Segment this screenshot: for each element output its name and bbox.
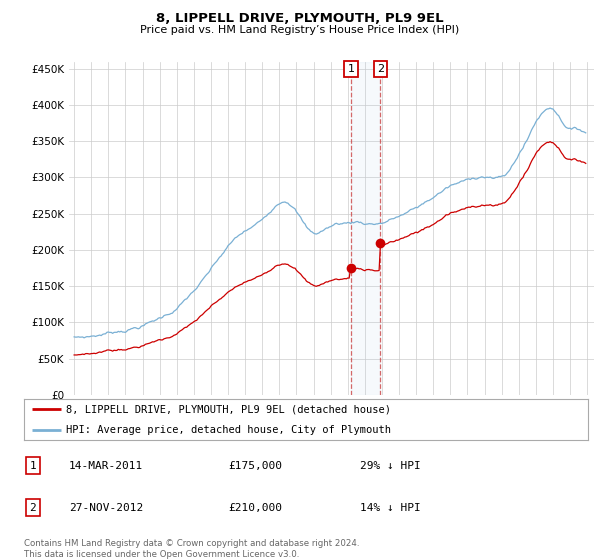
Text: HPI: Average price, detached house, City of Plymouth: HPI: Average price, detached house, City… (66, 424, 391, 435)
Text: 29% ↓ HPI: 29% ↓ HPI (360, 461, 421, 471)
Text: Contains HM Land Registry data © Crown copyright and database right 2024.
This d: Contains HM Land Registry data © Crown c… (24, 539, 359, 559)
Text: 27-NOV-2012: 27-NOV-2012 (69, 503, 143, 513)
Text: £175,000: £175,000 (228, 461, 282, 471)
Text: 14-MAR-2011: 14-MAR-2011 (69, 461, 143, 471)
Bar (351, 62, 380, 395)
Text: 2: 2 (29, 503, 37, 513)
Text: 1: 1 (29, 461, 37, 471)
Text: £210,000: £210,000 (228, 503, 282, 513)
Text: 1: 1 (347, 64, 355, 74)
Text: 2: 2 (377, 64, 384, 74)
Text: 14% ↓ HPI: 14% ↓ HPI (360, 503, 421, 513)
Text: Price paid vs. HM Land Registry’s House Price Index (HPI): Price paid vs. HM Land Registry’s House … (140, 25, 460, 35)
Text: 8, LIPPELL DRIVE, PLYMOUTH, PL9 9EL: 8, LIPPELL DRIVE, PLYMOUTH, PL9 9EL (156, 12, 444, 25)
Text: 8, LIPPELL DRIVE, PLYMOUTH, PL9 9EL (detached house): 8, LIPPELL DRIVE, PLYMOUTH, PL9 9EL (det… (66, 404, 391, 414)
